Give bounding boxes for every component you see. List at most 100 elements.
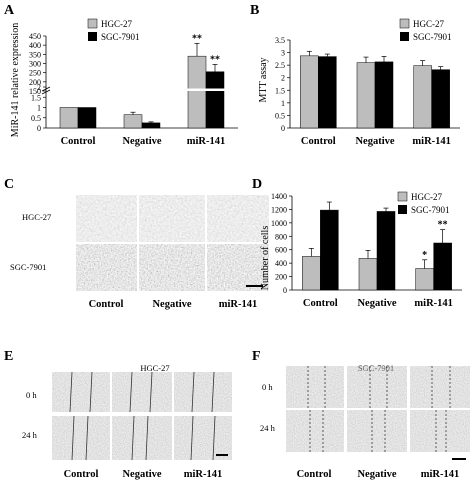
legend-label-hgc: HGC-27 bbox=[411, 192, 442, 202]
y-tick-label: 2.5 bbox=[275, 61, 285, 70]
y-tick-label: 3 bbox=[281, 49, 285, 58]
panel-c-row-label: SGC-7901 bbox=[10, 262, 46, 272]
chart-d: Number of cells 0 200 400 600 800 1000 1200 140… bbox=[260, 191, 462, 309]
y-tick-label: 1400 bbox=[271, 192, 287, 201]
y-tick-label: 1.5 bbox=[31, 93, 41, 102]
axis-break-mark bbox=[41, 86, 51, 92]
y-tick-label: 300 bbox=[29, 60, 41, 69]
bar bbox=[302, 256, 321, 291]
column-label: Control bbox=[64, 469, 99, 480]
micrograph-image bbox=[52, 372, 110, 412]
micrograph-image bbox=[174, 416, 232, 460]
bar bbox=[123, 114, 143, 129]
micrograph-image bbox=[207, 195, 269, 242]
y-tick-label: 200 bbox=[275, 273, 287, 282]
chart-a-ylabel: MiR-141 relative expression bbox=[10, 23, 21, 137]
panel-label-c: C bbox=[4, 177, 14, 192]
x-category-label: Control bbox=[303, 298, 338, 309]
micrograph-image bbox=[286, 366, 344, 408]
x-category-label: Negative bbox=[122, 136, 161, 147]
legend-label-hgc: HGC-27 bbox=[101, 19, 132, 29]
y-tick-label: 400 bbox=[29, 41, 41, 50]
chart-d-legend: HGC-27 SGC-7901 bbox=[397, 191, 450, 215]
legend-label-sgc: SGC-7901 bbox=[413, 32, 452, 42]
micrograph-image bbox=[347, 366, 407, 408]
bar-break-gap bbox=[187, 88, 207, 91]
wound-edge-lines bbox=[69, 371, 216, 461]
legend-label-hgc: HGC-27 bbox=[413, 19, 444, 29]
panel-label-d: D bbox=[252, 177, 262, 192]
bar bbox=[205, 71, 225, 129]
micrograph-image bbox=[207, 244, 269, 291]
panel-e-row-label: 24 h bbox=[22, 430, 38, 440]
bar-break-gap bbox=[205, 88, 225, 91]
y-tick-label: 1 bbox=[37, 104, 41, 113]
micrograph-image bbox=[410, 410, 470, 452]
y-tick-label: 1000 bbox=[271, 219, 287, 228]
y-tick-label: 1.5 bbox=[275, 86, 285, 95]
panel-label-e: E bbox=[4, 349, 13, 364]
wound-edge-lines bbox=[307, 366, 451, 452]
x-category-label: miR-141 bbox=[412, 136, 451, 147]
column-label: Control bbox=[89, 299, 124, 310]
chart-a: MiR-141 relative expression 00.51 1.52150… bbox=[10, 18, 238, 147]
significance-marker: ** bbox=[438, 220, 448, 231]
micrograph-image bbox=[76, 195, 137, 242]
legend-label-sgc: SGC-7901 bbox=[101, 32, 140, 42]
chart-b: MTT assay 0 0.5 1 1.5 2 2.5 3 3.5 Control Negati… bbox=[258, 18, 460, 147]
axis-break-mark bbox=[41, 89, 51, 95]
legend-swatch-hgc bbox=[399, 18, 410, 29]
micrograph-image bbox=[286, 410, 344, 452]
panel-f-images: SGC-7901 0 h 24 h Control Negative miR-1… bbox=[260, 363, 470, 480]
y-tick-label: 0 bbox=[283, 286, 287, 295]
bar bbox=[318, 56, 337, 129]
micrograph-image bbox=[52, 416, 110, 460]
micrograph-image bbox=[139, 195, 205, 242]
panel-f-row-label: 24 h bbox=[260, 423, 276, 433]
panel-c-images: HGC-27 SGC-7901 Control Negative miR-141 bbox=[10, 195, 269, 310]
bar bbox=[358, 258, 378, 291]
bar bbox=[433, 242, 452, 291]
x-category-label: Control bbox=[301, 136, 336, 147]
column-label: Control bbox=[297, 469, 332, 480]
micrograph-image bbox=[139, 244, 205, 291]
bar bbox=[141, 122, 161, 129]
y-tick-label: 350 bbox=[29, 50, 41, 59]
x-category-label: miR-141 bbox=[414, 298, 453, 309]
y-tick-label: 0.5 bbox=[275, 111, 285, 120]
column-label: Negative bbox=[357, 469, 396, 480]
y-tick-label: 200 bbox=[29, 78, 41, 87]
chart-a-legend: HGC-27 SGC-7901 bbox=[87, 18, 140, 42]
column-label: miR-141 bbox=[219, 299, 258, 310]
bar bbox=[376, 211, 396, 291]
y-tick-label: 450 bbox=[29, 32, 41, 41]
legend-swatch-sgc bbox=[88, 32, 97, 41]
significance-marker: ** bbox=[210, 54, 220, 65]
legend-swatch-sgc bbox=[400, 32, 409, 41]
bar bbox=[300, 55, 319, 129]
x-category-label: Negative bbox=[355, 136, 394, 147]
bar bbox=[413, 65, 432, 129]
y-tick-label: 800 bbox=[275, 232, 287, 241]
y-tick-label: 2 bbox=[281, 74, 285, 83]
chart-b-legend: HGC-27 SGC-7901 bbox=[399, 18, 452, 42]
column-label: Negative bbox=[152, 299, 191, 310]
panel-e-images: HGC-27 0 h 24 h Control Negative miR-141 bbox=[22, 363, 232, 480]
micrograph-image bbox=[76, 244, 137, 291]
chart-b-ylabel: MTT assay bbox=[258, 57, 269, 102]
panel-e-row-label: 0 h bbox=[26, 390, 37, 400]
panel-f-row-label: 0 h bbox=[262, 382, 273, 392]
legend-label-sgc: SGC-7901 bbox=[411, 205, 450, 215]
y-tick-label: 0 bbox=[281, 124, 285, 133]
bar bbox=[374, 61, 394, 129]
bar bbox=[187, 55, 207, 129]
y-tick-label: 1200 bbox=[271, 205, 287, 214]
chart-d-ylabel: Number of cells bbox=[260, 226, 271, 291]
bar bbox=[431, 69, 450, 129]
panel-e-title: HGC-27 bbox=[140, 363, 169, 373]
panel-c-row-label: HGC-27 bbox=[22, 212, 51, 222]
bar bbox=[356, 62, 376, 129]
bar bbox=[59, 107, 79, 129]
micrograph-image bbox=[347, 410, 407, 452]
